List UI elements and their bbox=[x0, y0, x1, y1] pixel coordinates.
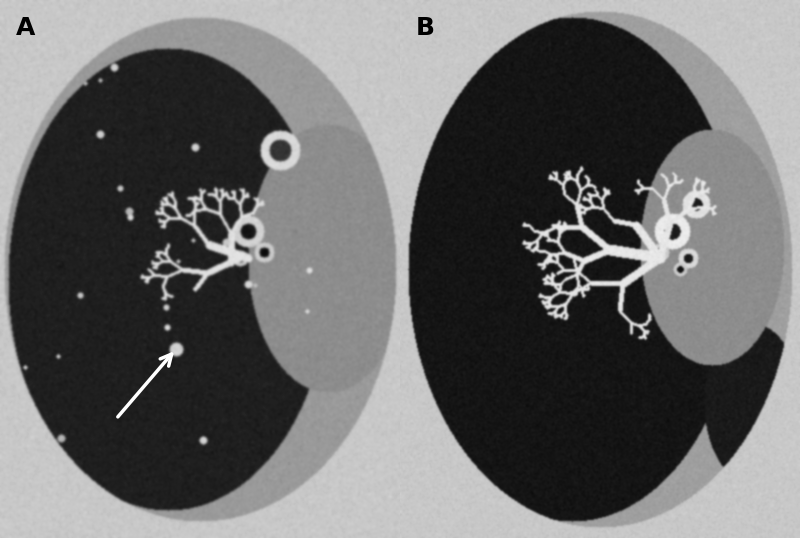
Text: A: A bbox=[16, 16, 35, 40]
Text: B: B bbox=[416, 16, 435, 40]
